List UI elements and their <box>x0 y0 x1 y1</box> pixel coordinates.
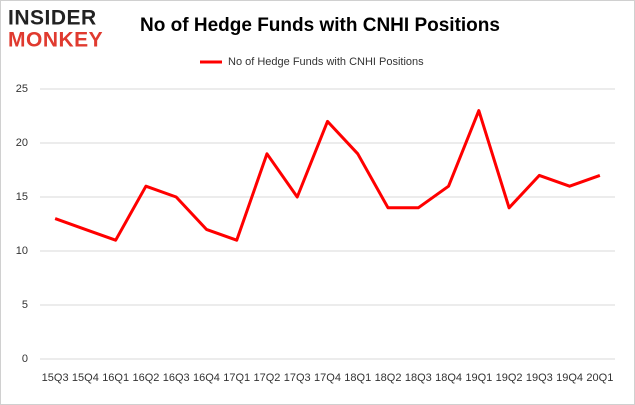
x-tick-label: 16Q4 <box>193 372 220 384</box>
x-tick-label: 19Q3 <box>526 372 553 384</box>
y-tick-label: 20 <box>16 137 28 149</box>
x-tick-label: 16Q2 <box>132 372 159 384</box>
x-tick-label: 20Q1 <box>586 372 613 384</box>
x-tick-label: 19Q1 <box>465 372 492 384</box>
data-line <box>54 109 601 242</box>
x-tick-label: 18Q2 <box>375 372 402 384</box>
x-tick-label: 18Q4 <box>435 372 462 384</box>
x-tick-label: 18Q1 <box>344 372 371 384</box>
legend-label: No of Hedge Funds with CNHI Positions <box>228 56 424 68</box>
logo-bottom: MONKEY <box>8 29 103 52</box>
y-tick-label: 15 <box>16 191 28 203</box>
x-tick-label: 17Q4 <box>314 372 341 384</box>
y-tick-label: 25 <box>16 83 28 95</box>
x-tick-label: 16Q1 <box>102 372 129 384</box>
logo-top: INSIDER <box>8 7 97 30</box>
x-tick-label: 17Q2 <box>254 372 281 384</box>
x-tick-label: 15Q4 <box>72 372 99 384</box>
chart-title: No of Hedge Funds with CNHI Positions <box>140 15 500 36</box>
x-tick-label: 18Q3 <box>405 372 432 384</box>
x-tick-label: 17Q1 <box>223 372 250 384</box>
x-tick-label: 19Q4 <box>556 372 583 384</box>
x-tick-label: 19Q2 <box>496 372 523 384</box>
x-tick-label: 16Q3 <box>163 372 190 384</box>
y-tick-label: 10 <box>16 245 28 257</box>
y-tick-label: 0 <box>22 353 28 365</box>
y-tick-label: 5 <box>22 299 28 311</box>
x-tick-label: 17Q3 <box>284 372 311 384</box>
x-tick-label: 15Q3 <box>42 372 69 384</box>
